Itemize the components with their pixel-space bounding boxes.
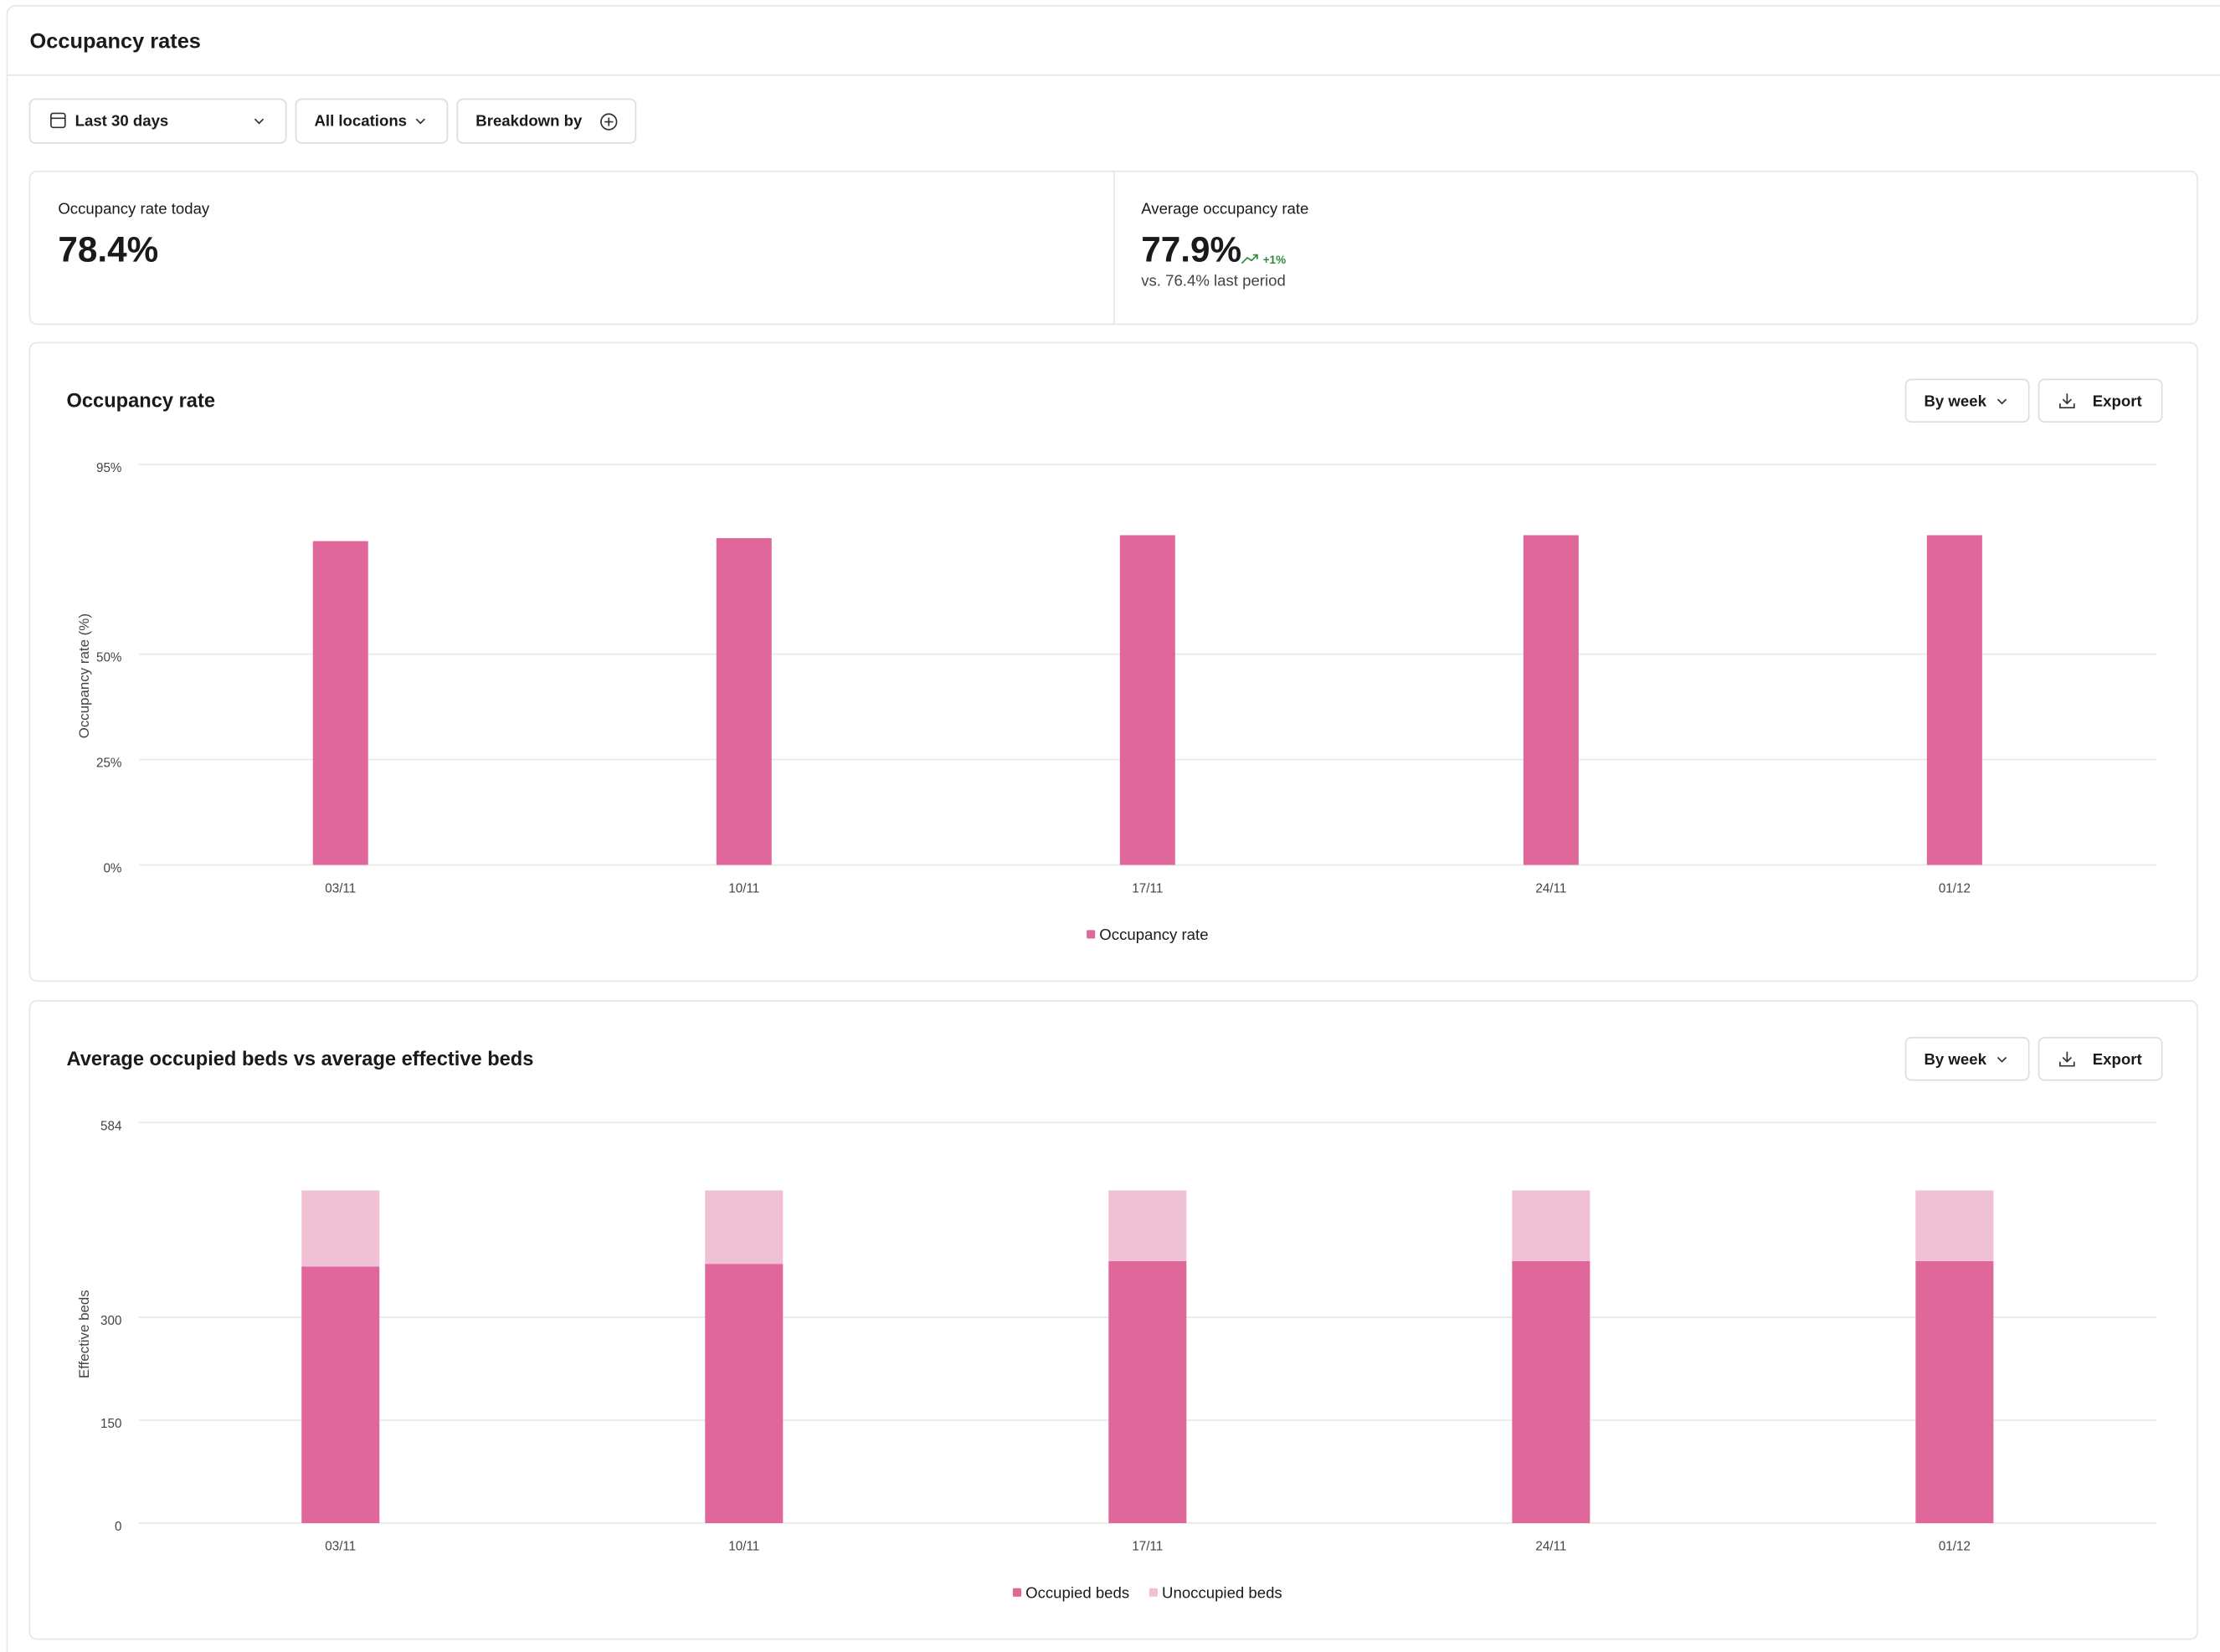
y-axis-label: Occupancy rate (%) <box>76 613 92 738</box>
period-dropdown[interactable]: By week <box>1904 1037 2030 1081</box>
bar <box>312 541 368 865</box>
button-label: Export <box>2093 392 2142 409</box>
bar <box>1915 1190 1994 1261</box>
legend-label: Occupancy rate <box>1099 926 1208 943</box>
button-bg <box>2038 378 2163 423</box>
bar <box>1512 1190 1590 1261</box>
legend: Occupied beds Unoccupied beds <box>1012 1583 1282 1601</box>
chart-title: Occupancy rate <box>66 391 215 413</box>
download-icon <box>2059 1051 2075 1067</box>
bar <box>1926 535 1982 865</box>
legend-swatch <box>1087 930 1096 939</box>
chevron <box>1996 398 2007 405</box>
bar <box>1523 535 1579 865</box>
bar <box>301 1266 380 1523</box>
x-tick-label: 17/11 <box>1132 881 1163 895</box>
x-tick-label: 24/11 <box>1535 1540 1566 1554</box>
legend-swatch <box>1149 1588 1158 1597</box>
filter-location[interactable]: All locations <box>295 98 449 144</box>
button-label: By week <box>1925 1050 1987 1068</box>
x-tick-label: 24/11 <box>1535 881 1566 895</box>
chart-card <box>28 341 2198 982</box>
y-tick-label: 50% <box>96 651 121 665</box>
legend-label: Unoccupied beds <box>1162 1583 1282 1601</box>
page-title: Occupancy rates <box>30 30 201 54</box>
kpi-label: Occupancy rate today <box>58 199 210 217</box>
x-tick-label: 10/11 <box>728 1540 759 1554</box>
kpi-comparison: vs. 76.4% last period <box>1141 272 1286 290</box>
y-tick-label: 0 <box>115 1520 121 1534</box>
x-tick-label: 17/11 <box>1132 1540 1163 1554</box>
y-tick-label: 150 <box>100 1417 121 1431</box>
download-icon <box>2059 393 2075 409</box>
kpi-value: 78.4% <box>58 229 158 269</box>
kpi-change: +1% <box>1263 254 1286 266</box>
filter-label: All locations <box>314 111 407 129</box>
button-bg <box>1904 1037 2030 1081</box>
filter-breakdown[interactable]: Breakdown by <box>456 98 637 144</box>
export-button[interactable]: Export <box>2038 1037 2163 1081</box>
bar <box>716 538 772 865</box>
legend-label: Occupied beds <box>1025 1583 1129 1601</box>
bar <box>705 1190 784 1265</box>
y-tick-label: 95% <box>96 461 121 475</box>
y-tick-label: 300 <box>100 1314 121 1328</box>
button-bg <box>1904 378 2030 423</box>
trend-icon <box>1241 254 1258 264</box>
button-label: By week <box>1925 392 1987 409</box>
button-label: Export <box>2093 1050 2142 1068</box>
filter-label: Last 30 days <box>75 111 169 129</box>
bar <box>1119 535 1175 865</box>
kpi-label: Average occupancy rate <box>1141 199 1308 217</box>
legend-swatch <box>1012 1588 1022 1597</box>
x-tick-label: 01/12 <box>1939 881 1971 895</box>
kpi-value: 77.9% <box>1141 229 1241 269</box>
export-button[interactable]: Export <box>2038 378 2163 423</box>
bar <box>301 1190 380 1267</box>
x-tick-label: 10/11 <box>728 881 759 895</box>
y-tick-label: 0% <box>103 862 121 876</box>
period-dropdown[interactable]: By week <box>1904 378 2030 423</box>
chevron <box>1996 1056 2007 1063</box>
bar <box>1108 1260 1187 1523</box>
filter-label: Breakdown by <box>475 111 583 129</box>
filter-date[interactable]: Last 30 days <box>28 98 287 144</box>
bar <box>1512 1260 1590 1523</box>
button-bg <box>2038 1037 2163 1081</box>
x-tick-label: 03/11 <box>325 881 356 895</box>
y-axis-label: Effective beds <box>76 1290 92 1378</box>
x-tick-label: 01/12 <box>1939 1540 1971 1554</box>
legend: Occupancy rate <box>1087 926 1209 943</box>
y-tick-label: 25% <box>96 757 121 771</box>
chart-title: Average occupied beds vs average effecti… <box>66 1049 533 1070</box>
y-tick-label: 584 <box>100 1119 122 1133</box>
bar <box>1108 1190 1187 1261</box>
bar <box>1915 1260 1994 1523</box>
x-tick-label: 03/11 <box>325 1540 356 1554</box>
bar <box>705 1264 784 1523</box>
